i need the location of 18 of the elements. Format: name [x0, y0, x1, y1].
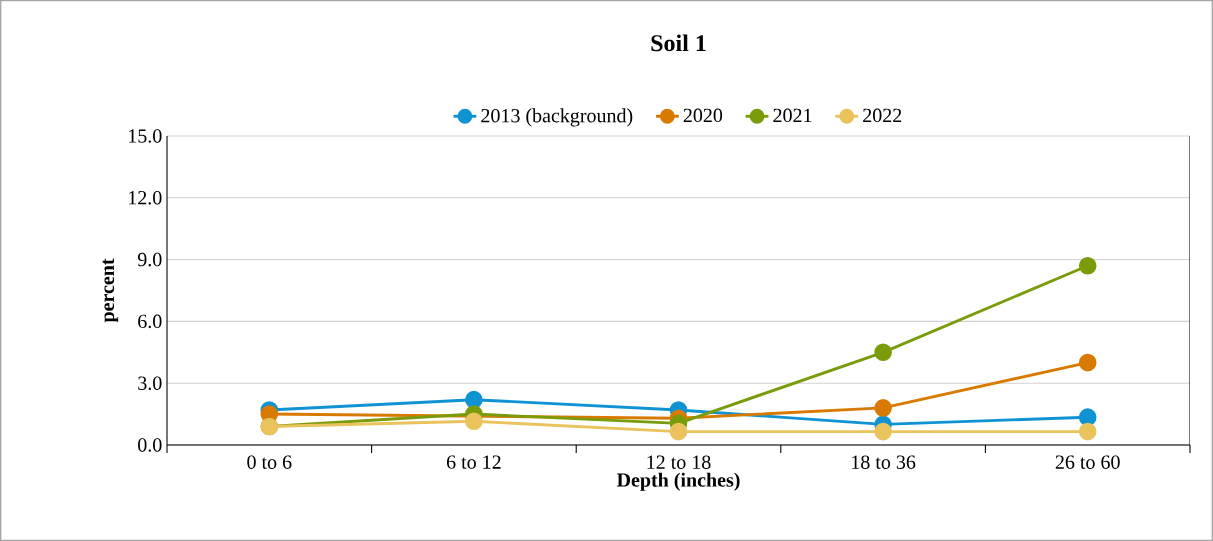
x-axis-title: Depth (inches)	[616, 472, 740, 491]
y-tick-label: 6.0	[138, 314, 162, 329]
x-tick-label: 18 to 36	[852, 455, 916, 469]
y-tick-label: 9.0	[137, 252, 162, 267]
x-tick-label: 26 to 60	[1055, 455, 1120, 469]
chart-title: Soil 1	[651, 34, 706, 52]
legend-label: 2013 (background)	[481, 108, 633, 127]
legend-label: 2021	[773, 108, 812, 123]
y-tick-label: 0.0	[138, 438, 162, 452]
x-tick-label: 12 to 18	[647, 455, 711, 469]
y-tick-label: 12.0	[129, 191, 162, 205]
x-tick-label: 0 to 6	[247, 455, 292, 469]
legend-label: 2022	[863, 108, 902, 123]
y-tick-label: 3.0	[138, 376, 162, 390]
legend-label: 2020	[683, 108, 723, 123]
x-tick-label: 6 to 12	[446, 455, 501, 469]
y-tick-label: 15.0	[129, 129, 162, 143]
y-axis-title: percent	[102, 258, 119, 323]
